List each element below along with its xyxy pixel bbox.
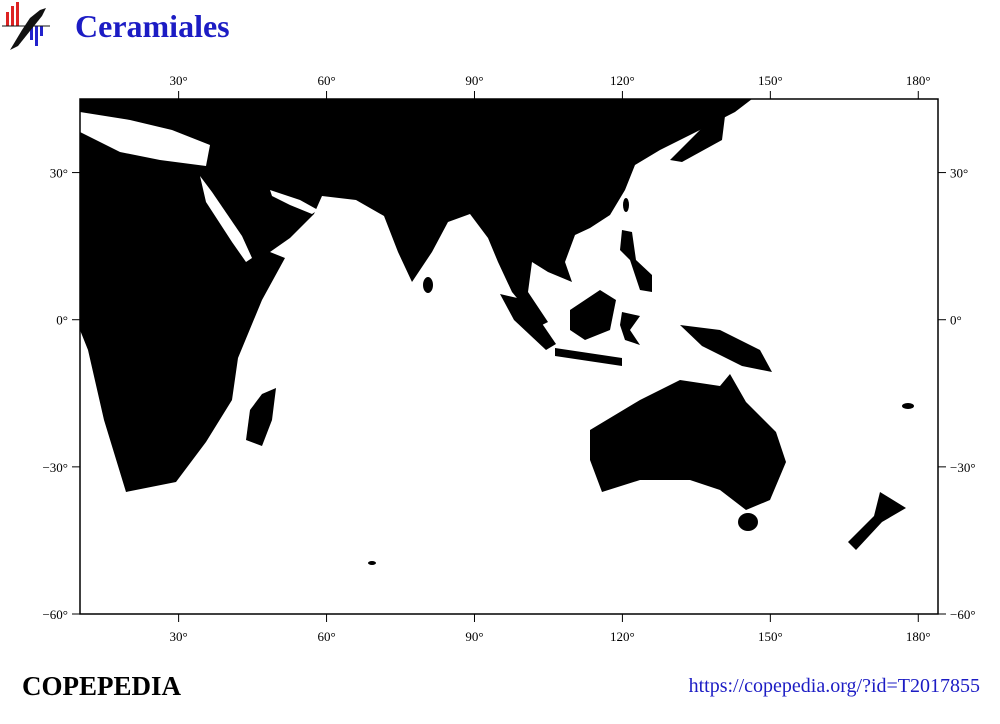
y-tick-label: 0° [56,313,68,328]
y-tick-label: 30° [950,166,968,181]
x-tick-label: 150° [758,629,783,644]
land [80,99,914,565]
brand: COPEPEDIA [22,671,182,701]
y-tick-label: −30° [950,460,976,475]
url[interactable]: https://copepedia.org/?id=T2017855 [689,675,980,697]
y-tick-label: −30° [42,460,68,475]
x-tick-label: 120° [610,73,635,88]
y-tick-label: 0° [950,313,962,328]
x-tick-label: 60° [317,629,335,644]
x-tick-label: 120° [610,629,635,644]
x-tick-label: 60° [317,73,335,88]
x-tick-label: 90° [465,629,483,644]
x-tick-label: 150° [758,73,783,88]
y-tick-label: −60° [42,607,68,622]
x-tick-label: 30° [170,629,188,644]
y-tick-label: 30° [50,166,68,181]
x-tick-label: 30° [170,73,188,88]
logo [2,2,50,50]
x-tick-label: 90° [465,73,483,88]
map-frame [79,98,939,615]
x-tick-label: 180° [906,629,931,644]
x-tick-label: 180° [906,73,931,88]
title: Ceramiales [75,8,230,44]
y-tick-label: −60° [950,607,976,622]
